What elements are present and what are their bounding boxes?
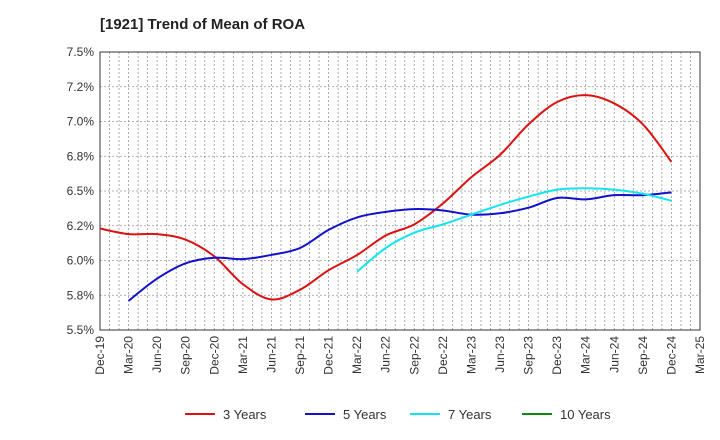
series-line-5-years	[127, 191, 672, 302]
x-tick-label: Dec-20	[207, 336, 221, 375]
legend-label-3-years: 3 Years	[223, 407, 267, 422]
x-tick-label: Dec-23	[550, 336, 564, 375]
series-line-7-years	[356, 187, 672, 273]
x-tick-label: Mar-20	[122, 336, 136, 374]
x-tick-label: Sep-22	[407, 336, 421, 375]
y-tick-label: 5.5%	[67, 323, 95, 337]
y-tick-label: 6.2%	[67, 219, 95, 233]
y-tick-label: 7.2%	[67, 80, 95, 94]
x-tick-label: Dec-21	[322, 336, 336, 375]
series-line-3-years	[99, 94, 673, 301]
plot-frame	[99, 51, 701, 331]
legend-label-10-years: 10 Years	[560, 407, 611, 422]
y-tick-label: 6.0%	[67, 254, 95, 268]
x-tick-label: Sep-24	[636, 336, 650, 375]
y-tick-label: 6.8%	[67, 149, 95, 163]
x-tick-label: Dec-24	[664, 336, 678, 375]
x-tick-label: Mar-22	[350, 336, 364, 374]
legend-label-7-years: 7 Years	[448, 407, 492, 422]
x-tick-label: Jun-22	[379, 336, 393, 373]
x-tick-label: Jun-23	[493, 336, 507, 373]
x-tick-label: Mar-21	[236, 336, 250, 374]
x-tick-label: Sep-21	[293, 336, 307, 375]
y-tick-label: 7.0%	[67, 115, 95, 129]
x-tick-label: Jun-20	[150, 336, 164, 373]
chart-title: [1921] Trend of Mean of ROA	[100, 16, 306, 33]
x-tick-label: Mar-25	[693, 336, 707, 374]
y-tick-label: 6.5%	[67, 184, 95, 198]
y-tick-label: 5.8%	[67, 288, 95, 302]
x-tick-label: Jun-21	[264, 336, 278, 373]
x-tick-label: Dec-19	[93, 336, 107, 375]
legend-label-5-years: 5 Years	[343, 407, 387, 422]
x-tick-label: Jun-24	[607, 336, 621, 373]
x-tick-label: Dec-22	[436, 336, 450, 375]
y-tick-label: 7.5%	[67, 45, 95, 59]
x-tick-label: Mar-24	[579, 336, 593, 374]
x-tick-label: Sep-23	[522, 336, 536, 375]
x-tick-label: Sep-20	[179, 336, 193, 375]
x-tick-label: Mar-23	[464, 336, 478, 374]
